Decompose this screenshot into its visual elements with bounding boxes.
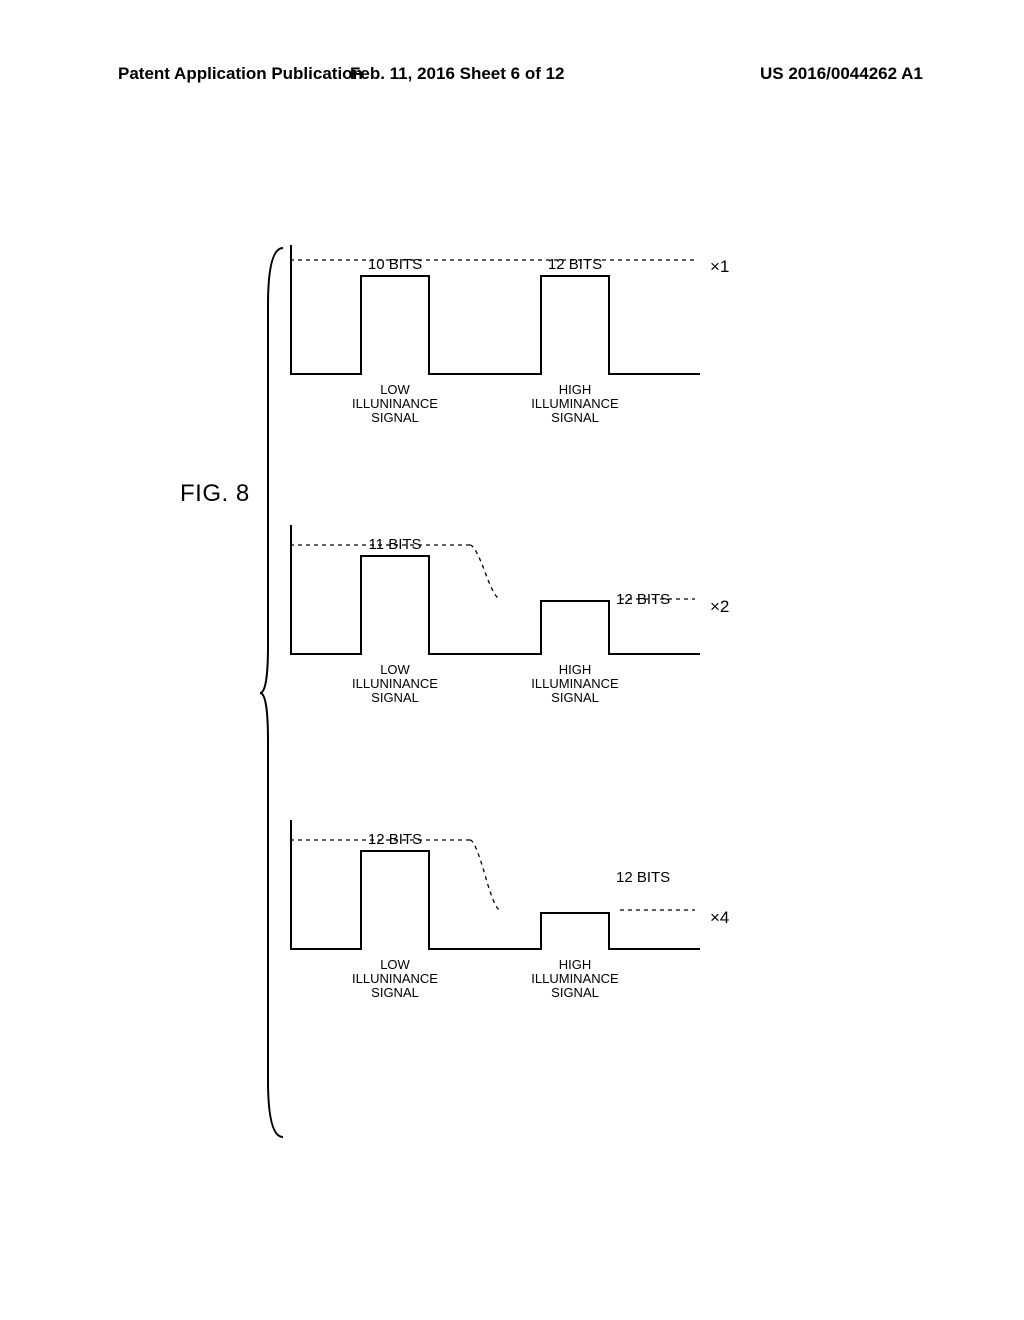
multiplier-label: ×2 <box>710 597 729 617</box>
axis-label: LOWILLUNINANCESIGNAL <box>335 383 455 425</box>
step-dash <box>470 545 500 599</box>
bits-label: 12 BITS <box>535 256 615 273</box>
panel-2: 12 BITS LOWILLUNINANCESIGNAL 12 BITS HIGHIL… <box>290 830 700 1000</box>
header-left: Patent Application Publication <box>118 64 363 84</box>
curly-brace-icon <box>258 245 288 1145</box>
axis-label: HIGHILLUMINANCESIGNAL <box>515 383 635 425</box>
multiplier-label: ×4 <box>710 908 729 928</box>
bits-label: 10 BITS <box>355 256 435 273</box>
axis-label: LOWILLUNINANCESIGNAL <box>335 663 455 705</box>
header-mid: Feb. 11, 2016 Sheet 6 of 12 <box>350 64 565 84</box>
bar-1 <box>540 275 610 375</box>
axis-label: LOWILLUNINANCESIGNAL <box>335 958 455 1000</box>
step-dash <box>470 840 500 910</box>
bar-1 <box>540 600 610 655</box>
panel-0: 10 BITS LOWILLUNINANCESIGNAL 12 BITS HIGHIL… <box>290 255 700 425</box>
bits-label: 12 BITS <box>355 831 435 848</box>
bits-label: 11 BITS <box>355 536 435 553</box>
page-root: Patent Application Publication Feb. 11, … <box>0 0 1024 1320</box>
bits-label: 12 BITS <box>616 591 670 608</box>
multiplier-label: ×1 <box>710 257 729 277</box>
axis-label: HIGHILLUMINANCESIGNAL <box>515 958 635 1000</box>
panel-1: 11 BITS LOWILLUNINANCESIGNAL 12 BITS HIGHIL… <box>290 535 700 705</box>
axis-label: HIGHILLUMINANCESIGNAL <box>515 663 635 705</box>
bar-1 <box>540 912 610 950</box>
bits-label: 12 BITS <box>616 869 670 886</box>
bar-0 <box>360 850 430 950</box>
header-right: US 2016/0044262 A1 <box>760 64 923 84</box>
bar-0 <box>360 555 430 655</box>
bar-0 <box>360 275 430 375</box>
figure-label: FIG. 8 <box>180 480 250 508</box>
